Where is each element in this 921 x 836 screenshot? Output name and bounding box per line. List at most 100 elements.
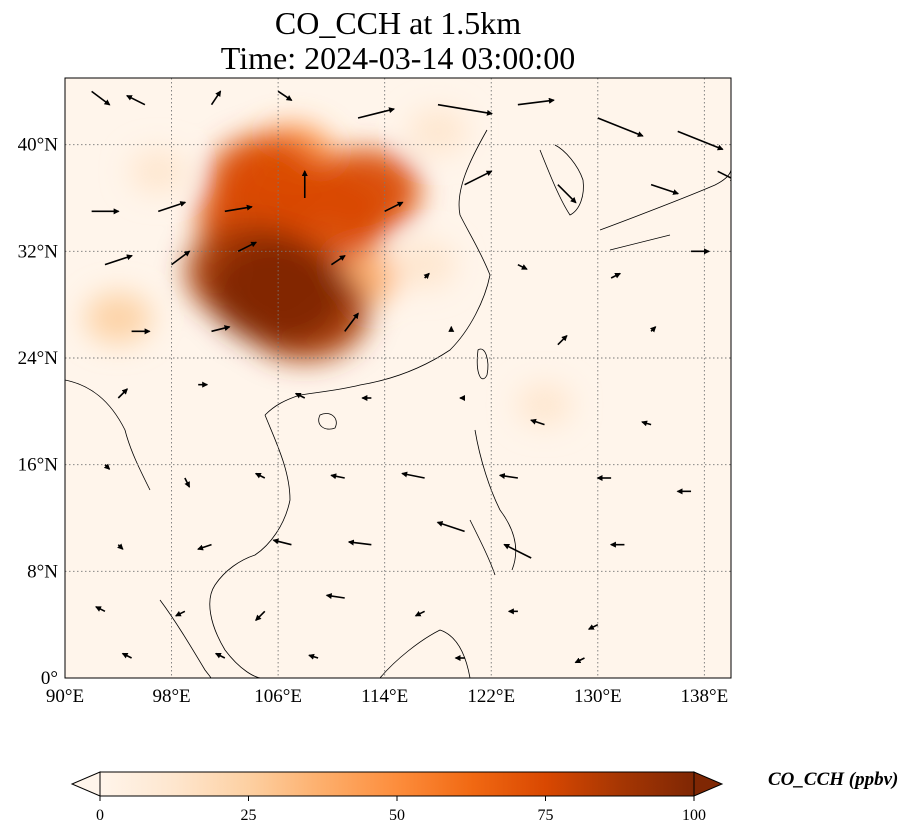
latitude-tick-label: 40°N	[18, 135, 59, 156]
coastline-hainan	[318, 413, 337, 430]
colorbar-ticks: 0 25 50 75 100	[96, 796, 706, 824]
longitude-tick-label: 106°E	[254, 686, 302, 707]
longitude-tick-label: 98°E	[152, 686, 190, 707]
wind-arrow	[557, 334, 568, 346]
wind-arrow	[414, 610, 425, 617]
wind-arrow	[197, 543, 212, 551]
longitude-tick-labels: 90°E 98°E 106°E 114°E 122°E 130°E 138°E	[46, 686, 728, 707]
wind-arrow	[574, 657, 585, 664]
wind-arrow	[641, 420, 652, 427]
wind-arrow	[649, 326, 657, 333]
wind-arrow	[103, 463, 111, 470]
wind-arrow	[325, 593, 345, 600]
colorbar-tick-label: 0	[96, 807, 104, 824]
concentration-region	[84, 292, 152, 344]
wind-arrow	[677, 130, 724, 151]
wind-arrow	[330, 255, 346, 266]
wind-arrow	[95, 606, 106, 613]
wind-arrow	[184, 477, 191, 488]
wind-arrow	[557, 184, 577, 204]
wind-arrow	[255, 610, 266, 622]
latitude-tick-label: 32°N	[18, 241, 59, 262]
wind-arrow	[91, 90, 111, 106]
latitude-tick-labels: 0° 8°N 16°N 24°N 32°N 40°N	[18, 135, 59, 689]
coastline-indochina	[209, 414, 291, 678]
colorbar-extend-min	[70, 771, 101, 797]
concentration-region	[516, 383, 573, 427]
wind-arrow	[344, 312, 359, 332]
colorbar-tick-label: 100	[682, 807, 706, 824]
concentration-field	[84, 108, 573, 427]
wind-arrow	[423, 272, 430, 280]
wind-arrow	[254, 472, 266, 479]
latitude-tick-label: 24°N	[18, 348, 59, 369]
coastline-myanmar	[65, 379, 151, 491]
coastline-borneo	[379, 629, 471, 678]
wind-arrow	[308, 653, 319, 660]
colorbar-extend-max	[693, 771, 724, 797]
concentration-region	[129, 149, 188, 194]
wind-arrow	[437, 103, 493, 116]
wind-arrow	[357, 107, 396, 119]
wind-arrow	[224, 204, 253, 213]
wind-arrow	[717, 170, 731, 181]
map-frame	[64, 77, 732, 679]
wind-arrow	[210, 90, 222, 106]
coastline-japan	[599, 169, 731, 251]
wind-arrow	[277, 90, 293, 101]
wind-arrow	[464, 170, 493, 186]
map-subtitle-time: Time: 2024-03-14 03:00:00	[220, 40, 576, 76]
colorbar-tick-label: 50	[389, 807, 405, 824]
wind-arrow	[214, 652, 226, 659]
latitude-tick-label: 0°	[41, 668, 58, 689]
wind-vectors	[91, 90, 731, 664]
wind-arrow	[171, 250, 191, 266]
wind-arrow	[330, 473, 345, 480]
wind-arrow	[294, 392, 306, 399]
colorbar: 0 25 50 75 100	[70, 771, 724, 824]
wind-arrow	[384, 201, 404, 213]
map-panel: 90°E 98°E 106°E 114°E 122°E 130°E 138°E 0° 8°N 1…	[18, 77, 732, 707]
concentration-region	[393, 240, 457, 289]
wind-arrow	[530, 418, 545, 426]
wind-arrow	[211, 325, 231, 333]
coastline-korea	[539, 144, 584, 216]
longitude-tick-label: 114°E	[361, 686, 408, 707]
wind-arrow	[272, 538, 292, 546]
wind-arrow	[650, 183, 680, 195]
wind-arrow	[117, 388, 128, 399]
wind-arrow	[610, 272, 622, 279]
wind-arrow	[503, 543, 532, 559]
wind-arrow	[401, 471, 425, 479]
longitude-tick-label: 122°E	[467, 686, 515, 707]
wind-arrow	[587, 623, 599, 630]
wind-arrow	[517, 97, 555, 106]
wind-arrow	[104, 254, 133, 266]
coastline-taiwan	[476, 348, 489, 380]
longitude-tick-label: 138°E	[681, 686, 729, 707]
map-gridlines	[65, 78, 731, 678]
colorbar-label: CO_CCH (ppbv)	[768, 769, 899, 790]
longitude-tick-label: 130°E	[574, 686, 622, 707]
wind-arrow	[117, 543, 124, 550]
colorbar-gradient	[99, 771, 695, 797]
wind-arrow	[597, 117, 644, 137]
concentration-region	[408, 108, 468, 155]
map-title: CO_CCH at 1.5km	[274, 5, 522, 41]
latitude-tick-label: 16°N	[18, 455, 59, 476]
wind-arrow	[126, 94, 146, 106]
wind-arrow	[498, 473, 518, 480]
coastline-sumatra	[159, 599, 212, 678]
wind-arrow	[347, 539, 372, 546]
wind-arrow	[517, 263, 528, 270]
longitude-tick-label: 90°E	[46, 686, 84, 707]
wind-arrow	[174, 610, 186, 617]
wind-arrow	[436, 521, 465, 533]
latitude-tick-label: 8°N	[27, 561, 58, 582]
colorbar-tick-label: 75	[538, 807, 554, 824]
colorbar-tick-label: 25	[241, 807, 257, 824]
wind-arrow	[157, 201, 187, 213]
wind-arrow	[121, 652, 132, 659]
wind-arrow	[237, 241, 258, 253]
